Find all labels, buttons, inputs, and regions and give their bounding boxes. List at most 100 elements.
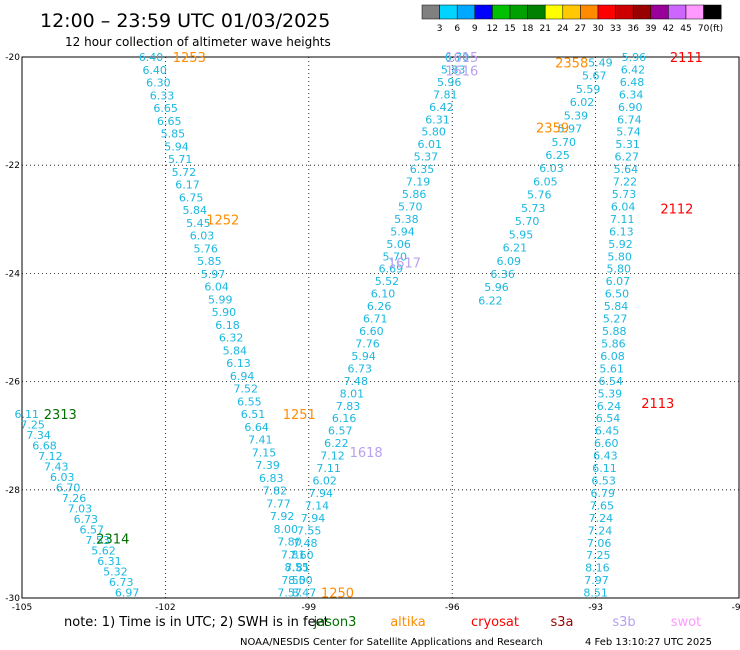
legend-label: 42 bbox=[663, 24, 674, 34]
satellite-name: cryosat bbox=[471, 615, 519, 630]
wave-height-label: 6.21 bbox=[503, 242, 528, 255]
wave-height-label: 6.36 bbox=[490, 268, 515, 281]
satellite-legend: jason3 altika cryosat s3a s3b swot bbox=[313, 615, 702, 630]
wave-height-label: 5.06 bbox=[386, 238, 411, 251]
legend-swatch bbox=[615, 4, 634, 20]
wave-height-label: 6.02 bbox=[570, 96, 595, 109]
wave-height-label: 5.88 bbox=[602, 325, 627, 338]
wave-height-label: 7.15 bbox=[252, 446, 277, 459]
wave-height-label: 6.71 bbox=[363, 313, 388, 326]
time-annotation: 2113 bbox=[641, 397, 674, 412]
wave-height-label: 5.76 bbox=[193, 242, 218, 255]
wave-height-label: 8.47 bbox=[292, 587, 317, 600]
wave-height-label: 6.94 bbox=[230, 370, 255, 383]
wave-height-label: 6.35 bbox=[410, 163, 435, 176]
wave-height-label: 6.02 bbox=[312, 474, 337, 487]
wave-height-label: 7.77 bbox=[266, 497, 291, 510]
legend-label: 39 bbox=[645, 24, 657, 34]
wave-height-label: 5.84 bbox=[604, 300, 629, 313]
wave-height-label: 7.24 bbox=[589, 512, 614, 525]
y-tick-label: -26 bbox=[5, 378, 20, 388]
wave-height-label: 6.57 bbox=[79, 524, 104, 537]
wave-height-label: 7.76 bbox=[355, 337, 380, 350]
wave-height-label: 5.86 bbox=[601, 337, 626, 350]
wave-height-label: 6.31 bbox=[97, 555, 122, 568]
wave-height-label: 5.99 bbox=[208, 293, 233, 306]
wave-height-label: 6.43 bbox=[593, 450, 618, 463]
wave-height-label: 6.73 bbox=[74, 513, 99, 526]
wave-height-label: 7.11 bbox=[316, 462, 341, 475]
legend-swatch bbox=[544, 4, 564, 20]
legend-swatch bbox=[562, 4, 581, 20]
wave-height-label: 5.74 bbox=[616, 126, 641, 139]
wave-height-label: 5.62 bbox=[91, 545, 116, 558]
legend-swatch bbox=[474, 4, 493, 20]
wave-height-label: 6.33 bbox=[150, 89, 175, 102]
y-tick-label: -28 bbox=[5, 486, 20, 496]
wave-height-label: 6.73 bbox=[347, 362, 372, 375]
wave-height-label: 5.70 bbox=[398, 200, 423, 213]
legend-swatch bbox=[421, 4, 440, 20]
wave-height-label: 6.03 bbox=[539, 162, 564, 175]
legend-swatch bbox=[597, 4, 616, 20]
legend-label: 36 bbox=[627, 24, 639, 34]
legend-swatch bbox=[456, 4, 476, 20]
legend-swatch bbox=[650, 4, 669, 20]
wave-height-label: 5.96 bbox=[484, 281, 509, 294]
wave-height-label: 6.65 bbox=[153, 102, 178, 115]
wave-height-label: 7.24 bbox=[588, 524, 613, 537]
wave-height-label: 6.30 bbox=[146, 77, 171, 90]
time-annotation: 2112 bbox=[660, 202, 693, 217]
wave-height-label: 5.95 bbox=[509, 228, 534, 241]
wave-height-label: 7.50 bbox=[281, 574, 306, 587]
wave-height-label: 6.55 bbox=[237, 395, 262, 408]
time-annotation: 1251 bbox=[283, 408, 316, 423]
wave-height-label: 5.45 bbox=[186, 217, 211, 230]
time-annotation: 1617 bbox=[388, 257, 421, 272]
wave-height-label: 6.53 bbox=[591, 474, 616, 487]
wave-height-label: 6.74 bbox=[617, 113, 642, 126]
wave-height-label: 7.41 bbox=[248, 434, 273, 447]
x-tick-label: -102 bbox=[155, 603, 175, 613]
wave-height-label: 5.64 bbox=[614, 163, 639, 176]
wave-height-label: 7.48 bbox=[293, 537, 318, 550]
x-tick-label: -93 bbox=[588, 603, 603, 613]
wave-height-label: 7.12 bbox=[38, 450, 63, 463]
wave-height-label: 6.69 bbox=[379, 263, 404, 276]
wave-height-label: 7.19 bbox=[406, 176, 431, 189]
wave-height-label: 6.31 bbox=[425, 113, 450, 126]
wave-height-label: 5.85 bbox=[197, 255, 222, 268]
legend-label: 33 bbox=[610, 24, 621, 34]
wave-height-label: 7.83 bbox=[336, 400, 361, 413]
time-annotation: 2314 bbox=[96, 532, 129, 547]
wave-height-label: 5.39 bbox=[564, 109, 589, 122]
wave-height-label: 7.81 bbox=[433, 88, 458, 101]
wave-height-label: 6.70 bbox=[445, 51, 470, 64]
time-annotation: 2111 bbox=[670, 51, 703, 66]
wave-height-label: 6.65 bbox=[157, 115, 182, 128]
legend-label: 24 bbox=[557, 24, 569, 34]
wave-height-label: 5.59 bbox=[576, 83, 601, 96]
wave-height-label: 7.94 bbox=[301, 512, 326, 525]
wave-height-label: 5.39 bbox=[598, 387, 623, 400]
wave-height-label: 7.65 bbox=[590, 499, 615, 512]
x-tick-label: -99 bbox=[301, 603, 316, 613]
wave-height-label: 5.94 bbox=[351, 350, 376, 363]
wave-height-label: 6.24 bbox=[597, 400, 622, 413]
wave-height-label: 5.76 bbox=[527, 189, 552, 202]
wave-height-label: 6.97 bbox=[115, 587, 140, 600]
satellite-name: swot bbox=[671, 615, 701, 630]
wave-height-label: 7.57 bbox=[277, 587, 302, 600]
wave-height-label: 5.83 bbox=[441, 63, 466, 76]
wave-height-label: 6.05 bbox=[533, 175, 558, 188]
wave-height-label: 5.90 bbox=[212, 306, 237, 319]
wave-height-label: 8.55 bbox=[284, 561, 309, 574]
chart-subtitle: 12 hour collection of altimeter wave hei… bbox=[65, 35, 331, 49]
legend-label: 12 bbox=[487, 24, 498, 34]
wave-height-label: 7.14 bbox=[305, 499, 330, 512]
wave-height-label: 6.73 bbox=[109, 576, 134, 589]
wave-height-label: 7.52 bbox=[233, 383, 258, 396]
wave-height-label: 6.27 bbox=[614, 151, 639, 164]
wave-height-label: 6.40 bbox=[139, 51, 164, 64]
